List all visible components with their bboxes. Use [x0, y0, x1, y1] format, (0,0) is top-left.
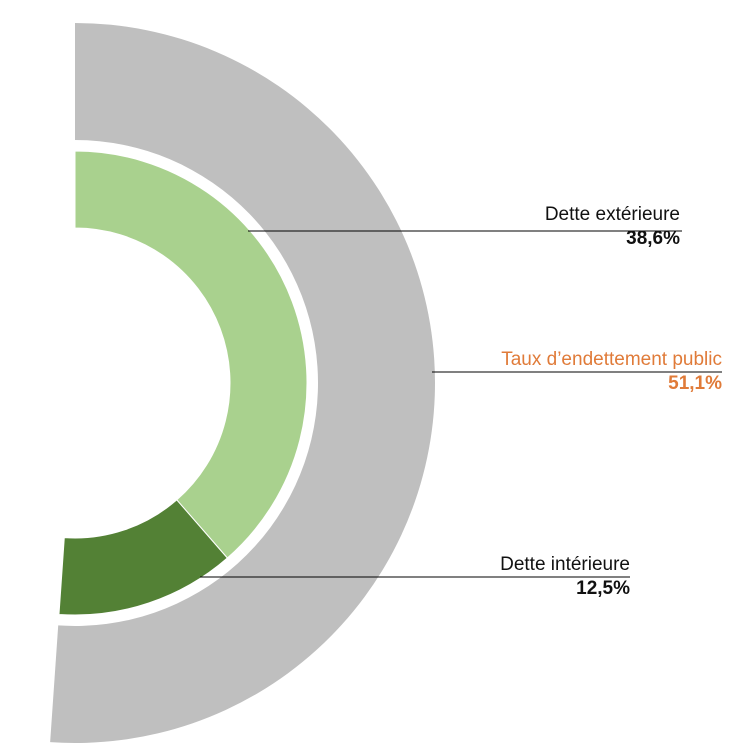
- label-value: 12,5%: [576, 578, 630, 599]
- outer-ring-arc: [50, 23, 435, 743]
- label-value: 38,6%: [626, 228, 680, 249]
- label-name: Dette extérieure: [544, 204, 680, 225]
- label-taux-endettement: Taux d’endettement public 51,1%: [501, 348, 722, 396]
- label-dette-exterieure: Dette extérieure 38,6%: [545, 203, 680, 251]
- label-name: Taux d’endettement public: [501, 349, 722, 370]
- inner-ring-slice-interieure: [58, 499, 229, 616]
- label-value: 51,1%: [668, 373, 722, 394]
- label-dette-interieure: Dette intérieure 12,5%: [500, 553, 630, 601]
- inner-ring-slice-exterieure: [74, 150, 308, 559]
- label-name: Dette intérieure: [500, 554, 630, 575]
